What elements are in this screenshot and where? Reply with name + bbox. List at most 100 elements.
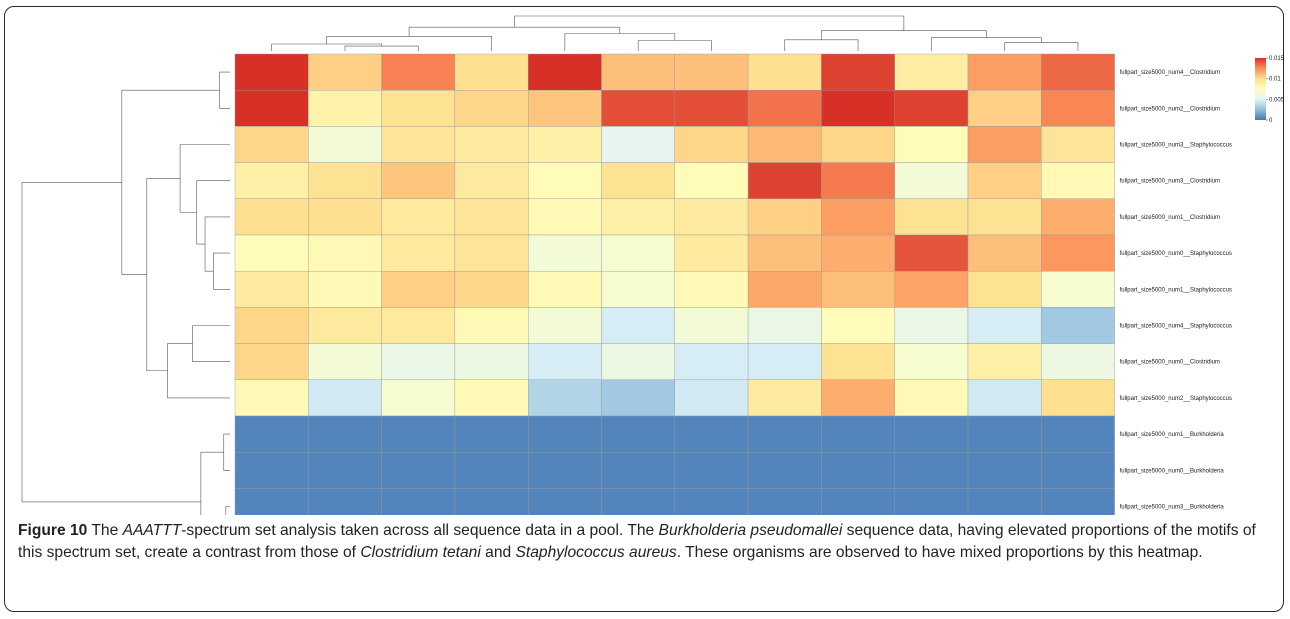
heatmap-cell — [454, 488, 529, 515]
dendrogram-branch — [271, 43, 382, 51]
caption-segment: AAATTT — [122, 522, 182, 539]
heatmap-cell — [1041, 452, 1115, 489]
heatmap-cell — [674, 53, 749, 91]
color-legend: 0.015 0.01 0.005 0 — [1255, 56, 1285, 124]
heatmap-cell — [381, 488, 456, 515]
heatmap-cell — [747, 126, 822, 163]
heatmap-cell — [234, 234, 309, 272]
heatmap-cell — [454, 126, 529, 163]
heatmap-cell — [894, 198, 969, 236]
caption-segment: . These organisms are observed to have m… — [676, 544, 1203, 561]
heatmap-cell — [894, 89, 969, 127]
heatmap-cell — [234, 198, 309, 236]
dendrogram-branch — [21, 182, 201, 503]
heatmap-cell — [747, 415, 822, 453]
caption-text: The AAATTT-spectrum set analysis taken a… — [18, 522, 1256, 561]
heatmap-cell — [894, 452, 969, 489]
heatmap-cell — [381, 452, 456, 489]
heatmap-cell — [967, 452, 1042, 489]
heatmap-cell — [967, 271, 1042, 308]
heatmap-cell — [454, 234, 529, 272]
heatmap-cell — [381, 307, 456, 344]
heatmap-cell — [454, 379, 529, 417]
heatmap-cell — [308, 379, 382, 417]
dendrogram-branch — [821, 30, 987, 40]
heatmap-cell — [821, 379, 895, 417]
dendrogram-branch — [223, 433, 230, 471]
legend-tick-label: 0 — [1269, 118, 1273, 124]
heatmap-cell — [747, 162, 822, 200]
heatmap-cell — [381, 162, 456, 200]
heatmap-cell — [1041, 198, 1115, 236]
heatmap-cell — [528, 198, 602, 236]
heatmap-cell — [894, 488, 969, 515]
row-label: fullpart_size5000_num1__Staphylococcus — [1120, 287, 1232, 293]
heatmap-cell — [308, 307, 382, 344]
heatmap-cell — [894, 234, 969, 272]
heatmap-cell — [308, 415, 382, 453]
heatmap-cell — [674, 198, 749, 236]
heatmap-cell — [1041, 162, 1115, 200]
heatmap-cell — [381, 126, 456, 163]
heatmap-cell — [234, 343, 309, 381]
heatmap-cell — [454, 415, 529, 453]
figure-caption: Figure 10 The AAATTT-spectrum set analys… — [18, 520, 1273, 564]
heatmap-cell — [454, 452, 529, 489]
heatmap-cell — [894, 379, 969, 417]
heatmap-cell — [528, 271, 602, 308]
heatmap-cell — [967, 488, 1042, 515]
caption-segment: and — [480, 544, 516, 561]
heatmap-cell — [308, 488, 382, 515]
heatmap-cell — [234, 379, 309, 417]
heatmap-cell — [747, 198, 822, 236]
heatmap-cell — [454, 53, 529, 91]
dendrogram-branch — [204, 216, 230, 272]
heatmap-cell — [308, 452, 382, 489]
dendrogram-branch — [408, 26, 621, 37]
heatmap-cell — [234, 488, 309, 515]
heatmap-cell — [601, 415, 676, 453]
dendrogram-branch — [146, 178, 181, 372]
heatmap-cell — [674, 379, 749, 417]
heatmap-cell — [528, 53, 602, 91]
dendrogram-branch — [637, 40, 712, 51]
column-dendrogram — [271, 15, 1079, 51]
heatmap-cell — [234, 53, 309, 91]
heatmap-cell — [894, 126, 969, 163]
heatmap-cell — [967, 53, 1042, 91]
heatmap-cell — [967, 126, 1042, 163]
heatmap-cell — [821, 452, 895, 489]
heatmap-cell — [601, 343, 676, 381]
caption-segment: The — [91, 522, 123, 539]
heatmap-cell — [821, 234, 895, 272]
heatmap-cell — [381, 415, 456, 453]
heatmap-cell — [601, 126, 676, 163]
heatmap-cell — [894, 343, 969, 381]
heatmap-cell — [821, 198, 895, 236]
heatmap-cell — [234, 126, 309, 163]
dendrogram-branch — [196, 180, 230, 245]
heatmap-cell — [601, 379, 676, 417]
heatmap-cell — [894, 307, 969, 344]
heatmap-cell — [381, 234, 456, 272]
heatmap-cell — [601, 89, 676, 127]
heatmap-cell — [747, 452, 822, 489]
heatmap-cell — [967, 162, 1042, 200]
heatmap-cells — [234, 53, 1115, 515]
row-label: fullpart_size5000_num1__Clostridium — [1120, 215, 1220, 221]
heatmap-cell — [601, 234, 676, 272]
heatmap-cell — [454, 198, 529, 236]
dendrogram-branch — [192, 325, 230, 362]
heatmap-cell — [528, 307, 602, 344]
heatmap-cell — [308, 126, 382, 163]
heatmap-cell — [381, 343, 456, 381]
row-label: fullpart_size5000_num2__Clostridium — [1120, 106, 1220, 112]
heatmap-cell — [1041, 53, 1115, 91]
heatmap-cell — [894, 53, 969, 91]
heatmap-cell — [528, 162, 602, 200]
caption-segment: Staphylococcus aureus — [515, 544, 677, 561]
legend-tick-label: 0.005 — [1269, 97, 1285, 103]
heatmap-cell — [821, 89, 895, 127]
heatmap-cell — [381, 89, 456, 127]
heatmap-cell — [454, 89, 529, 127]
